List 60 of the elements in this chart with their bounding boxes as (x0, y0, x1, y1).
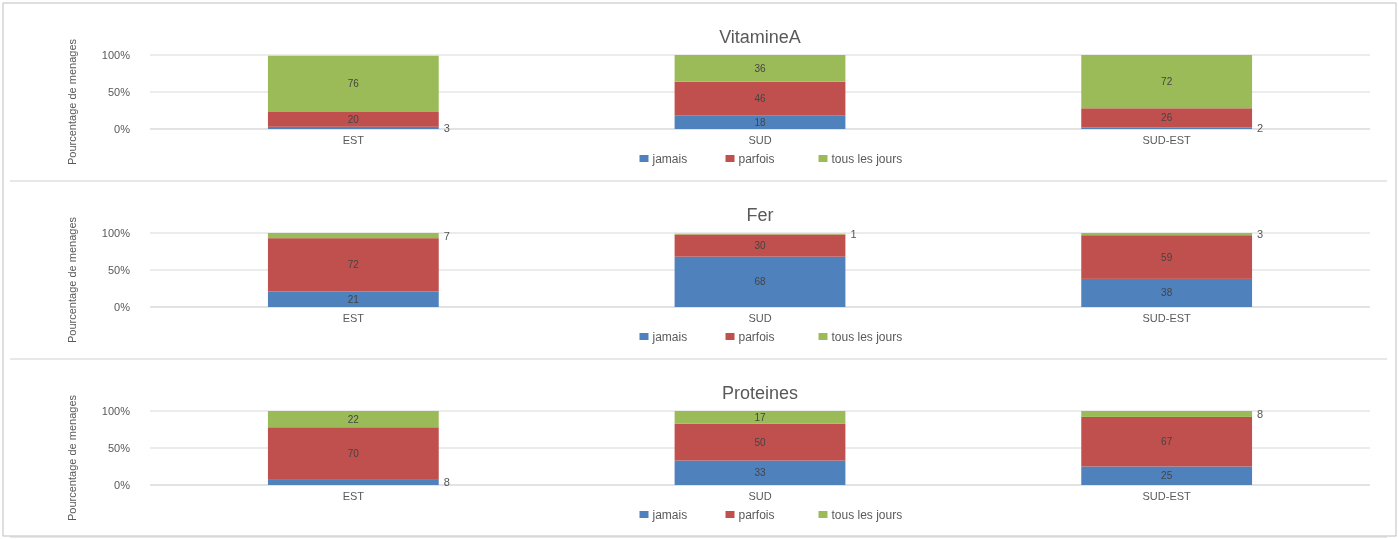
data-label: 59 (1161, 251, 1173, 263)
legend-label: tous les jours (831, 330, 903, 344)
data-label: 22 (347, 413, 360, 425)
y-tick-label: 0% (114, 123, 131, 135)
data-label: 76 (347, 78, 360, 90)
legend-label: parfois (738, 508, 775, 522)
data-label: 46 (754, 93, 766, 105)
data-label: 18 (754, 116, 766, 128)
data-label: 70 (347, 447, 360, 459)
data-label: 8 (1257, 407, 1264, 420)
legend-label: jamais (651, 508, 688, 522)
y-tick-label: 0% (114, 301, 131, 313)
x-tick-label: SUD (748, 134, 772, 146)
x-tick-label: EST (342, 490, 365, 502)
data-label: 38 (1161, 287, 1173, 299)
data-label: 67 (1161, 436, 1173, 448)
y-tick-label: 100% (101, 405, 131, 417)
x-tick-label: EST (342, 134, 365, 146)
y-tick-label: 50% (107, 442, 131, 454)
data-label: 17 (754, 411, 766, 423)
x-tick-label: EST (342, 312, 365, 324)
legend-label: jamais (651, 152, 688, 166)
x-tick-label: SUD (748, 490, 772, 502)
y-tick-label: 100% (101, 49, 131, 61)
y-axis-title: Pourcentage de menages (66, 394, 78, 521)
chart-title: Fer (746, 205, 774, 225)
data-label: 33 (754, 467, 766, 479)
x-tick-label: SUD-EST (1142, 134, 1192, 146)
data-label: 30 (754, 240, 766, 252)
data-label: 2 (1257, 122, 1264, 135)
data-label: 25 (1161, 470, 1173, 482)
x-tick-label: SUD-EST (1142, 490, 1192, 502)
data-label: 7 (443, 229, 450, 242)
x-tick-label: SUD-EST (1142, 312, 1192, 324)
legend-label: tous les jours (831, 508, 903, 522)
data-label: 3 (1257, 228, 1264, 241)
legend-label: parfois (738, 152, 775, 166)
y-tick-label: 50% (107, 264, 131, 276)
y-axis-title: Pourcentage de menages (66, 38, 78, 165)
y-tick-label: 50% (107, 86, 131, 98)
data-label: 68 (754, 276, 766, 288)
data-label: 8 (443, 476, 450, 489)
data-label: 36 (754, 62, 766, 74)
y-tick-label: 100% (101, 227, 131, 239)
data-label: 50 (754, 436, 766, 448)
chart-title: Proteines (721, 383, 799, 403)
legend-label: parfois (738, 330, 775, 344)
data-label: 26 (1161, 112, 1173, 124)
legend-label: jamais (651, 330, 688, 344)
y-axis-title: Pourcentage de menages (66, 216, 78, 343)
data-label: 1 (850, 228, 857, 241)
data-label: 3 (443, 121, 450, 134)
legend-label: tous les jours (831, 152, 903, 166)
data-label: 72 (1161, 76, 1173, 88)
data-label: 21 (347, 293, 360, 305)
data-label: 20 (347, 113, 360, 125)
x-tick-label: SUD (748, 312, 772, 324)
chart-title: VitamineA (719, 27, 801, 47)
data-label: 72 (347, 259, 360, 271)
y-tick-label: 0% (114, 479, 131, 491)
